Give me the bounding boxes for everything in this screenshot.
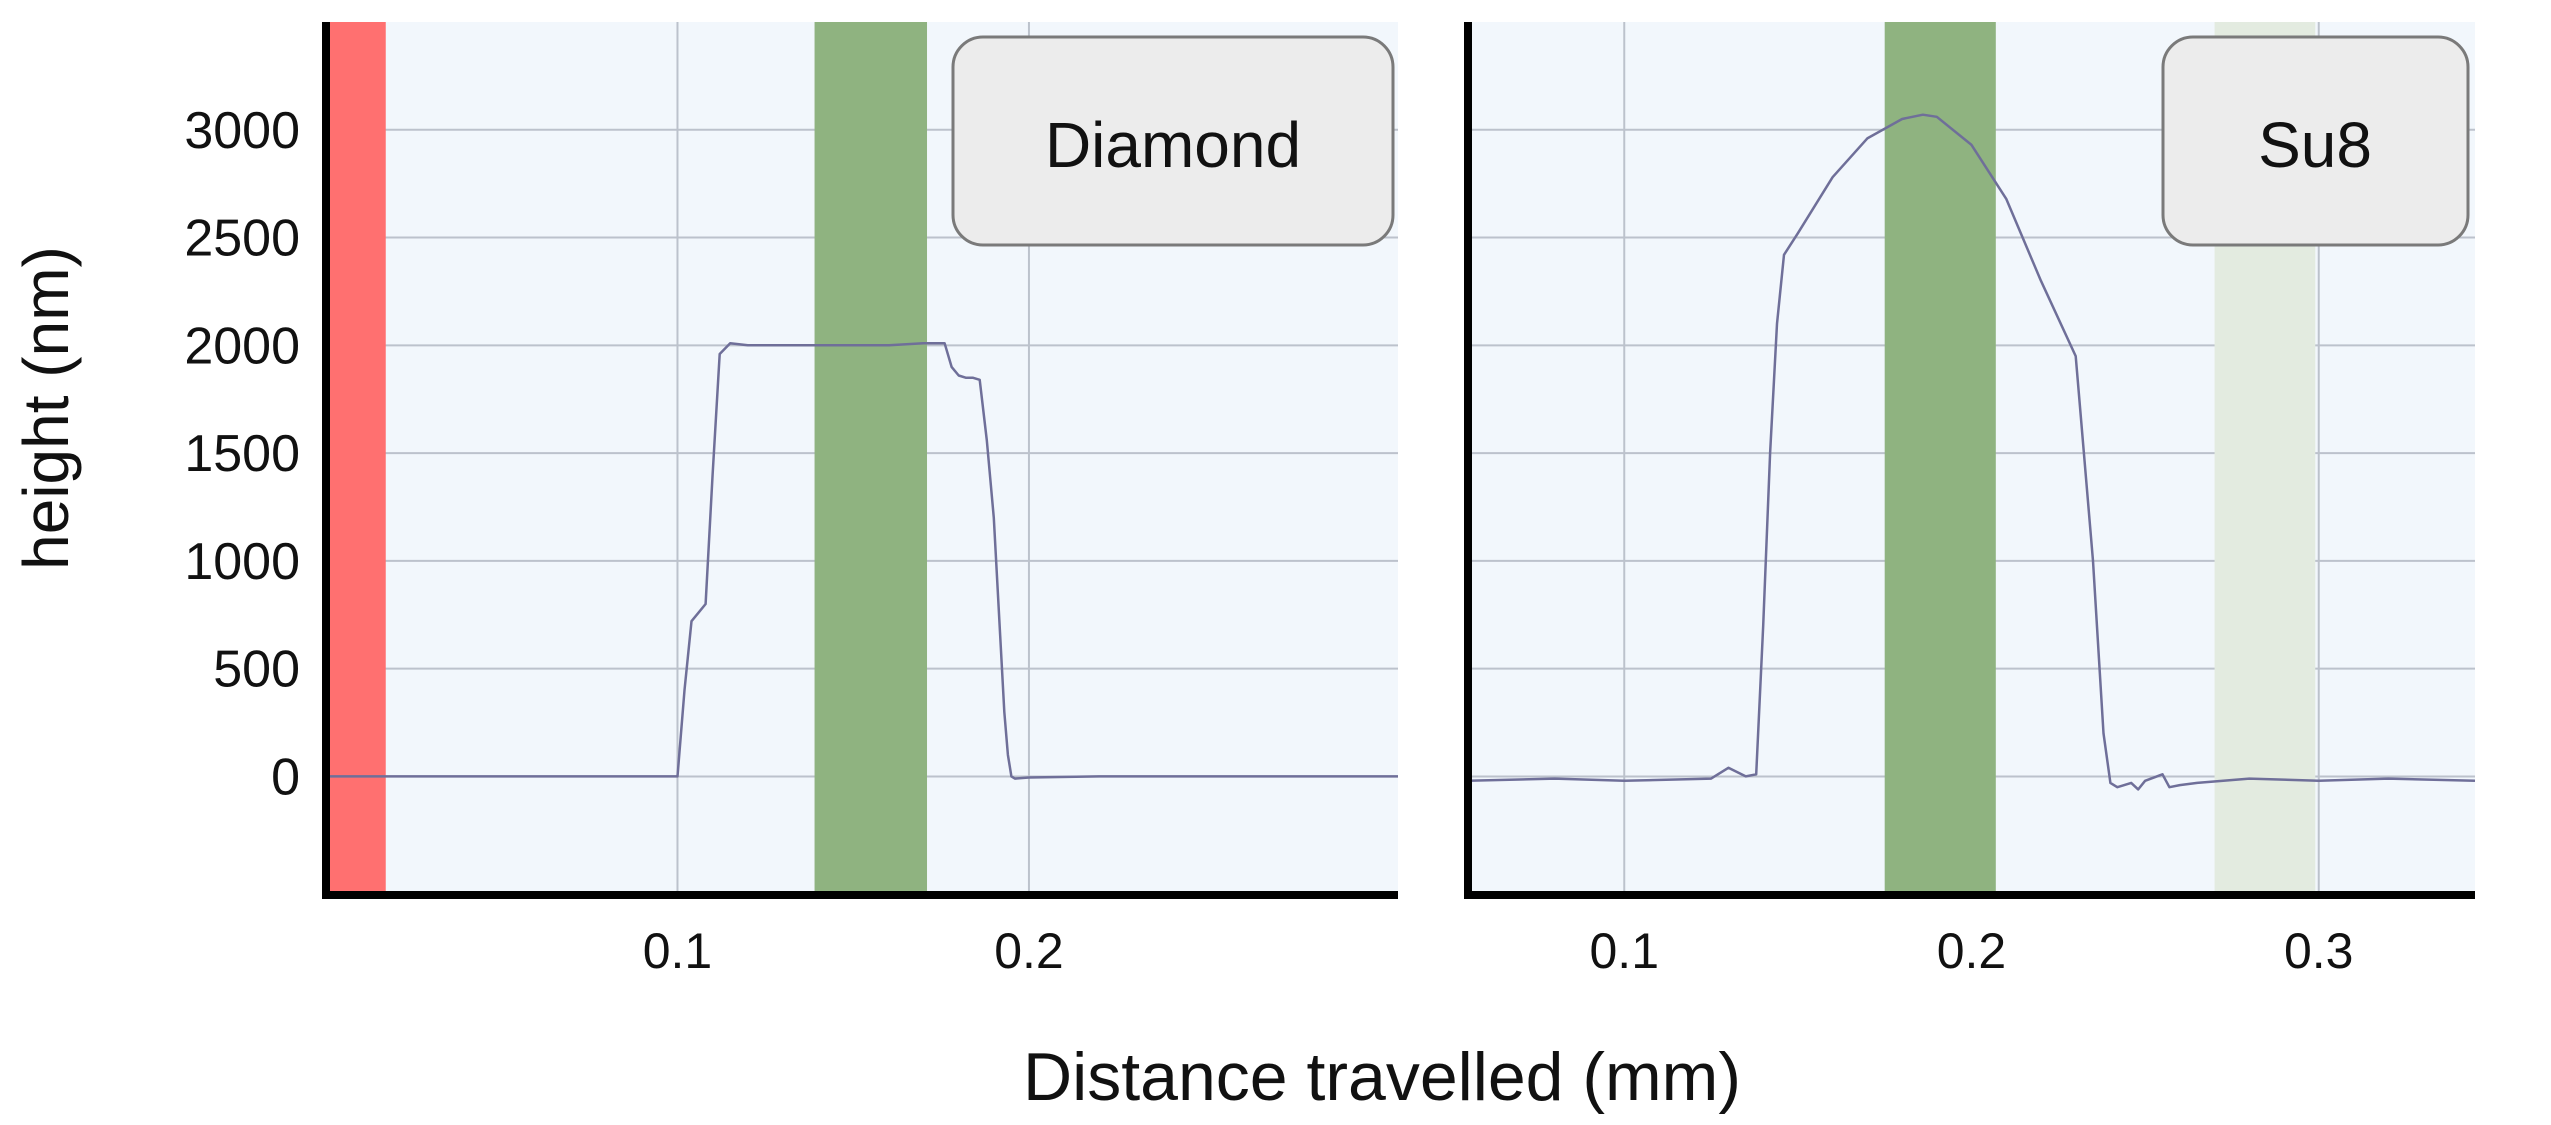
material-label-box-diamond xyxy=(951,35,1395,247)
x-axis-label: Distance travelled (mm) xyxy=(1023,1039,1741,1115)
height-profile-line-diamond xyxy=(326,341,1398,780)
material-label-box-su8 xyxy=(2161,35,2470,247)
red-band-diamond xyxy=(326,22,386,895)
x-tick-label-diamond: 0.2 xyxy=(994,923,1064,979)
panel-su8: 0.1 0.2 0.3 Su8 xyxy=(1464,22,2476,979)
y-tick-label: 0 xyxy=(271,748,300,806)
x-tick-label-su8: 0.2 xyxy=(1937,923,2007,979)
panel-diamond: 0.1 0.2 0 500 1000 1500 2000 2500 3000 Diamond xyxy=(184,22,1398,979)
green-band-su8 xyxy=(1884,22,1996,895)
x-tick-label-su8: 0.1 xyxy=(1590,923,1660,979)
y-tick-label: 2000 xyxy=(184,317,300,375)
y-tick-label: 3000 xyxy=(184,102,300,160)
y-axis-label: height (nm) xyxy=(10,246,82,570)
y-tick-label: 500 xyxy=(213,641,300,699)
green-band-diamond xyxy=(814,22,928,895)
height-profile-line-su8 xyxy=(1467,113,2476,791)
material-label-diamond: Diamond xyxy=(1045,109,1301,181)
x-tick-label-diamond: 0.1 xyxy=(643,923,713,979)
x-tick-label-su8: 0.3 xyxy=(2284,923,2354,979)
y-tick-label: 1500 xyxy=(184,425,300,483)
material-label-su8: Su8 xyxy=(2258,109,2372,181)
y-tick-label: 1000 xyxy=(184,533,300,591)
y-tick-label: 2500 xyxy=(184,210,300,268)
